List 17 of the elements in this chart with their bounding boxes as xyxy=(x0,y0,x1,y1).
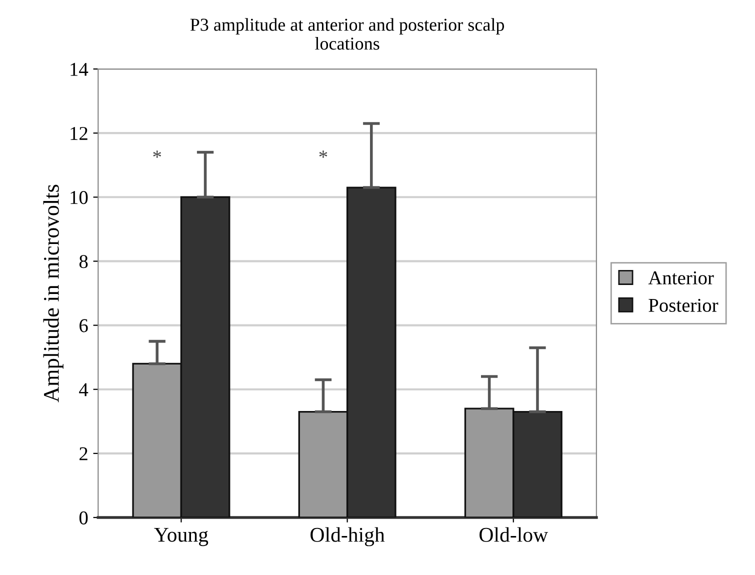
y-tick-label: 12 xyxy=(70,126,88,140)
y-tick-label: 10 xyxy=(70,190,88,204)
chart-title: P3 amplitude at anterior and posterior scalp locations xyxy=(190,18,504,50)
x-tick-label: Old-low xyxy=(480,527,548,542)
x-tick-label: Young xyxy=(154,528,208,546)
y-tick-label: 6 xyxy=(80,319,88,332)
y-tick-label: 4 xyxy=(79,383,88,396)
annotation: * xyxy=(319,150,328,158)
y-tick-label: 8 xyxy=(79,255,88,268)
y-tick-label: 0 xyxy=(79,511,88,524)
x-tick-label: Old-high xyxy=(310,527,385,546)
legend-label: Posterior xyxy=(648,298,718,312)
y-axis-title: Amplitude in microvolts xyxy=(43,184,64,402)
annotation: * xyxy=(153,150,162,158)
y-tick-label: 2 xyxy=(80,447,88,460)
y-tick-label: 14 xyxy=(70,62,88,76)
legend-label: Anterior xyxy=(648,271,714,284)
